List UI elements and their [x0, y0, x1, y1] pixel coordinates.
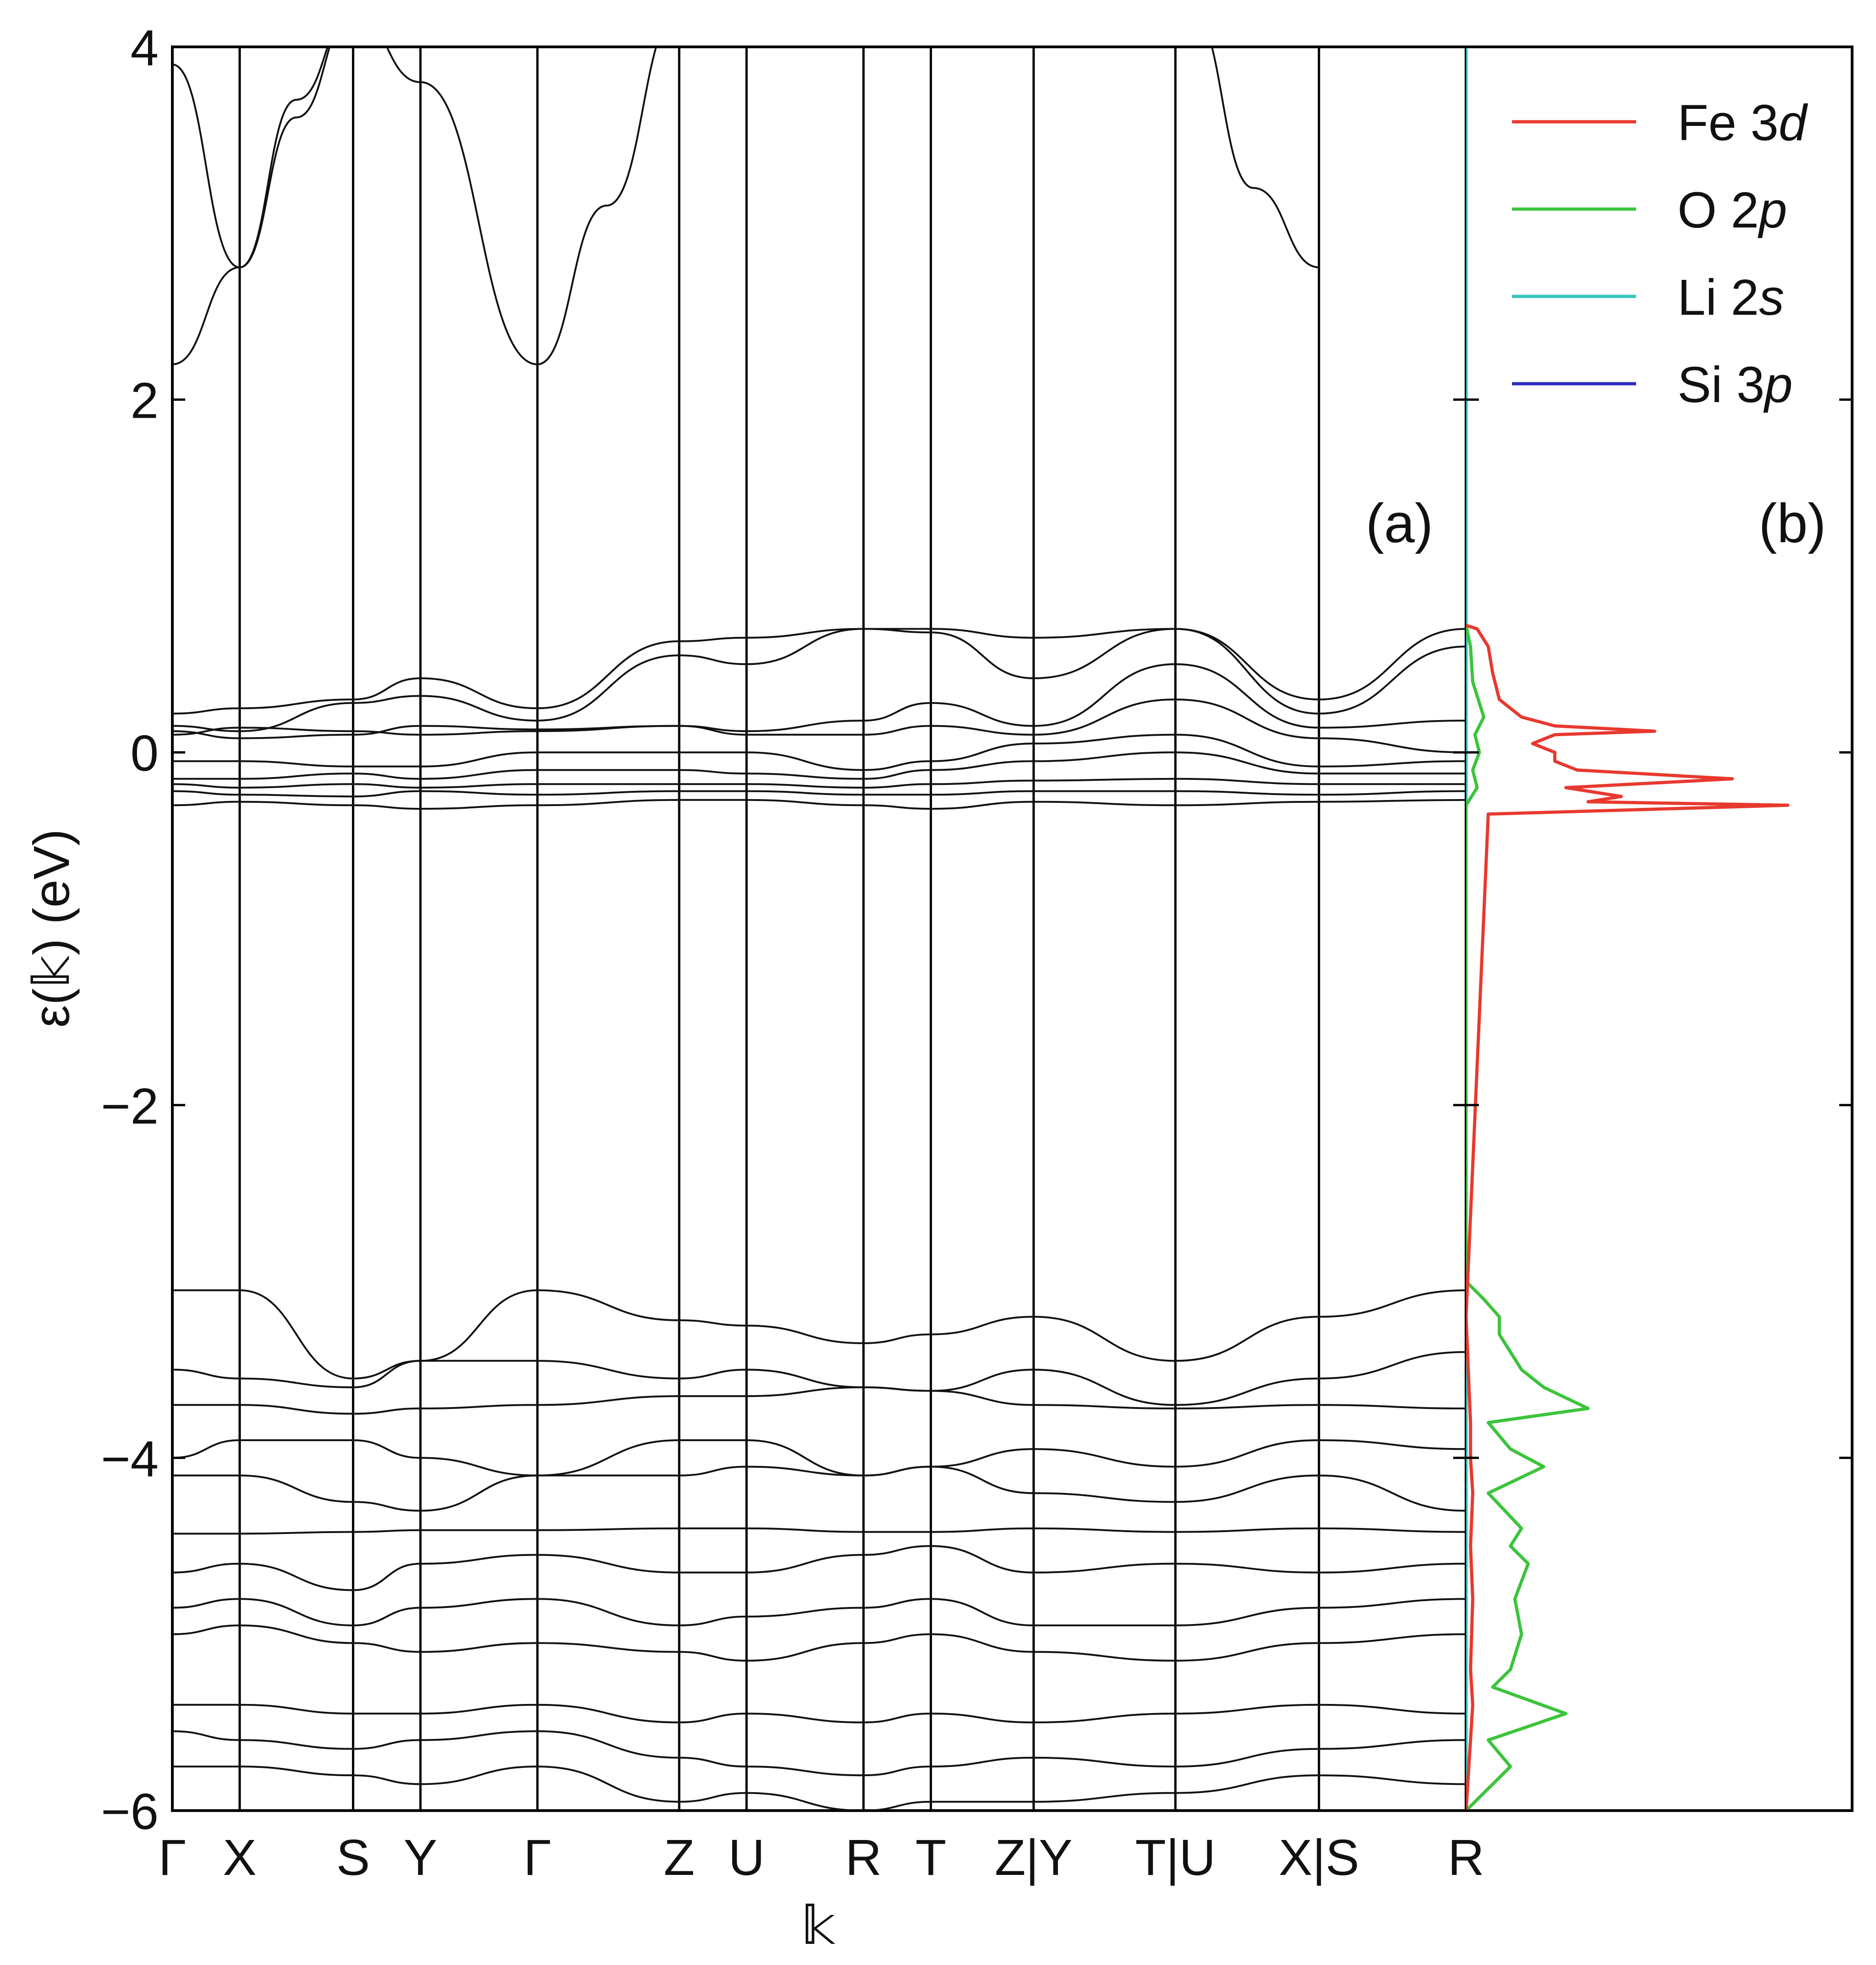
- y-tick-label: −6: [101, 1783, 159, 1840]
- legend-label: O 2p: [1677, 182, 1787, 239]
- band-cb-2: [172, 47, 329, 268]
- dos-o-2p: [1466, 625, 1590, 1811]
- band-o-2: [172, 1351, 1466, 1406]
- y-tick-label: 4: [131, 20, 159, 76]
- dos-fe-3d: [1466, 624, 1790, 1811]
- x-tick-label: X|S: [1279, 1829, 1359, 1886]
- y-axis-label: ε(𝕜) (eV): [23, 829, 80, 1028]
- dos-series-group: [1466, 47, 1790, 1811]
- band-fe-9: [172, 799, 1466, 810]
- x-tick-label: Z: [664, 1829, 694, 1886]
- x-tick-label: R: [845, 1829, 881, 1886]
- band-o-7: [172, 1545, 1466, 1591]
- band-o-3: [172, 1386, 1466, 1415]
- band-fe-3: [172, 663, 1466, 739]
- band-fe-7: [172, 778, 1466, 789]
- legend: Fe 3d O 2p Li 2s Si 3p: [1512, 95, 1808, 413]
- band-cb-3: [1211, 47, 1319, 268]
- band-fe-1: [172, 628, 1466, 715]
- band-fe-4: [172, 699, 1466, 754]
- x-tick-label: Y: [404, 1829, 437, 1886]
- x-tick-label: S: [336, 1829, 370, 1886]
- band-series-group: [172, 47, 1466, 1811]
- panel-label-b: (b): [1759, 493, 1826, 554]
- legend-label: Li 2s: [1677, 269, 1784, 326]
- band-fe-5: [172, 733, 1466, 771]
- panel-label-a: (a): [1366, 493, 1433, 554]
- legend-label: Si 3p: [1677, 357, 1793, 413]
- band-fe-2: [172, 628, 1466, 733]
- band-o-8: [172, 1598, 1466, 1627]
- high-symmetry-lines: [239, 47, 1320, 1811]
- legend-label: Fe 3d: [1677, 95, 1808, 151]
- x-axis-label: 𝕜: [801, 1897, 836, 1955]
- band-o-9: [172, 1624, 1466, 1662]
- x-tick-label: T|U: [1135, 1829, 1216, 1886]
- x-tick-label: T: [915, 1829, 946, 1886]
- band-fe-6: [172, 751, 1466, 780]
- band-o-6: [172, 1527, 1466, 1535]
- x-tick-label: Γ: [523, 1829, 551, 1886]
- y-tick-label: −2: [101, 1078, 159, 1135]
- x-tick-label: X: [223, 1829, 256, 1886]
- band-o-10: [172, 1704, 1466, 1724]
- band-o-1: [172, 1289, 1466, 1380]
- band-o-4: [172, 1439, 1466, 1477]
- band-fe-8: [172, 790, 1466, 798]
- y-tick-label: 0: [131, 725, 159, 782]
- y-axis-ticks: 4 2 0 −2 −4 −6: [101, 20, 1852, 1840]
- x-tick-label: Γ: [159, 1829, 187, 1886]
- band-o-12: [172, 1766, 1466, 1811]
- y-tick-label: 2: [131, 373, 159, 429]
- x-axis-ticks: Γ X S Y Γ Z U R T Z|Y T|U X|S R: [159, 1829, 1484, 1886]
- y-tick-label: −4: [101, 1431, 159, 1487]
- x-tick-label: Z|Y: [995, 1829, 1073, 1886]
- band-o-5: [172, 1465, 1466, 1512]
- band-o-11: [172, 1730, 1466, 1777]
- x-tick-label: R: [1448, 1829, 1484, 1886]
- x-tick-label: U: [728, 1829, 765, 1886]
